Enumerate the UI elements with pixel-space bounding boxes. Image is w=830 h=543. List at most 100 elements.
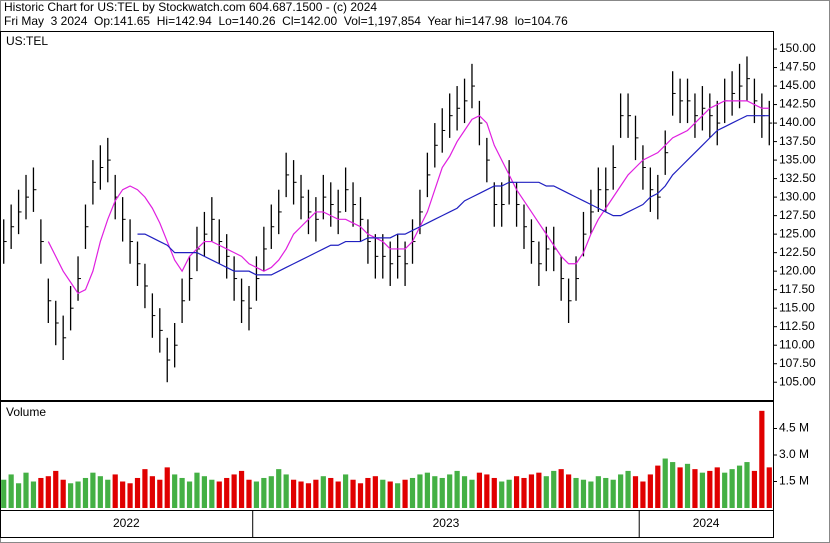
y-tick-label: 122.50 xyxy=(779,245,816,259)
volume-label: Volume xyxy=(6,405,46,419)
y-tick-label: 145.00 xyxy=(779,78,816,92)
volume-bar xyxy=(90,472,96,508)
y-tick-label: 110.00 xyxy=(779,337,815,351)
volume-bar xyxy=(707,470,713,508)
volume-bar xyxy=(640,481,646,508)
volume-bar xyxy=(335,481,341,508)
volume-bar xyxy=(491,477,497,508)
volume-bar xyxy=(305,483,312,508)
volume-bar xyxy=(283,474,289,508)
volume-bar xyxy=(372,476,378,508)
volume-bar xyxy=(543,476,549,508)
y-tick-label: 112.50 xyxy=(779,319,815,333)
moving-average xyxy=(137,115,770,276)
volume-bar xyxy=(365,477,371,508)
volume-bar xyxy=(224,477,230,508)
y-tick-label: 125.00 xyxy=(779,226,816,240)
volume-bar xyxy=(506,479,512,508)
volume-bar xyxy=(45,476,51,508)
volume-bar xyxy=(120,481,126,508)
y-tick-label: 127.50 xyxy=(779,208,816,222)
volume-bar xyxy=(112,474,118,508)
volume-bar xyxy=(82,477,89,508)
y-tick-label: 150.00 xyxy=(779,41,816,55)
volume-bar xyxy=(528,474,535,508)
volume-bar xyxy=(439,477,445,508)
volume-bar xyxy=(573,477,579,508)
volume-bar xyxy=(595,476,601,508)
volume-bar xyxy=(1,479,7,508)
volume-bar xyxy=(751,470,758,508)
volume-bar xyxy=(261,477,267,508)
volume-bar xyxy=(350,479,356,508)
volume-bar xyxy=(395,483,401,508)
volume-bar xyxy=(677,467,683,508)
y-tick-label: 120.00 xyxy=(779,263,816,277)
volume-bar xyxy=(499,481,505,508)
volume-bar xyxy=(402,479,408,508)
volume-bar xyxy=(521,477,527,508)
volume-bar xyxy=(610,479,616,508)
volume-bar xyxy=(736,465,743,508)
volume-bar xyxy=(558,469,564,508)
volume-bar xyxy=(157,479,163,508)
volume-bar xyxy=(670,462,676,508)
volume-bar xyxy=(454,470,460,508)
volume-bar xyxy=(216,481,222,508)
symbol-label: US:TEL xyxy=(6,34,48,48)
volume-bar xyxy=(23,472,29,508)
volume-bar xyxy=(142,469,148,508)
volume-bar xyxy=(447,474,453,508)
volume-bar xyxy=(625,470,631,508)
volume-bar xyxy=(655,465,661,508)
y-tick-label: 137.50 xyxy=(779,134,816,148)
volume-bar xyxy=(536,472,542,508)
y-tick-label: 107.50 xyxy=(779,356,816,370)
volume-bar xyxy=(253,481,260,508)
y-tick-label: 1.5 M xyxy=(779,474,809,488)
volume-bar xyxy=(417,474,423,508)
volume-bar xyxy=(603,477,609,508)
time-panel xyxy=(0,510,774,538)
volume-bar xyxy=(194,472,200,508)
x-tick-label: 2022 xyxy=(113,516,140,530)
volume-bar xyxy=(38,477,44,508)
volume-bar xyxy=(409,477,416,508)
volume-bar xyxy=(60,479,66,508)
volume-bar xyxy=(343,474,349,508)
volume-bar xyxy=(238,470,245,508)
y-tick-label: 117.50 xyxy=(779,282,815,296)
x-tick-label: 2024 xyxy=(693,516,720,530)
y-tick-label: 3.0 M xyxy=(779,447,809,461)
volume-bar xyxy=(729,469,735,508)
volume-bar xyxy=(15,483,22,508)
volume-bar xyxy=(424,472,430,508)
volume-bar xyxy=(290,479,297,508)
volume-bar xyxy=(276,469,282,508)
volume-bar xyxy=(8,474,14,508)
volume-bar xyxy=(759,410,765,508)
volume-bar xyxy=(692,469,698,508)
volume-bar xyxy=(632,476,639,508)
y-tick-label: 132.50 xyxy=(779,171,816,185)
volume-bar xyxy=(313,479,319,508)
y-tick-label: 147.50 xyxy=(779,60,816,74)
volume-bar xyxy=(179,477,185,508)
volume-bar xyxy=(231,474,237,508)
volume-bar xyxy=(172,474,178,508)
moving-average xyxy=(47,100,770,295)
volume-bar xyxy=(387,481,393,508)
y-tick-label: 135.00 xyxy=(779,152,816,166)
volume-bar xyxy=(186,481,193,508)
volume-bar xyxy=(684,463,691,508)
volume-bar xyxy=(75,481,81,508)
volume-bar xyxy=(268,476,274,508)
volume-bar xyxy=(134,477,141,508)
volume-bar xyxy=(97,476,103,508)
header-line: Fri May 3 2024 Op:141.65 Hi=142.94 Lo=14… xyxy=(4,14,568,28)
volume-bar xyxy=(580,479,587,508)
volume-bar xyxy=(647,474,653,508)
y-tick-label: 105.00 xyxy=(779,374,816,388)
volume-bar xyxy=(53,470,59,508)
